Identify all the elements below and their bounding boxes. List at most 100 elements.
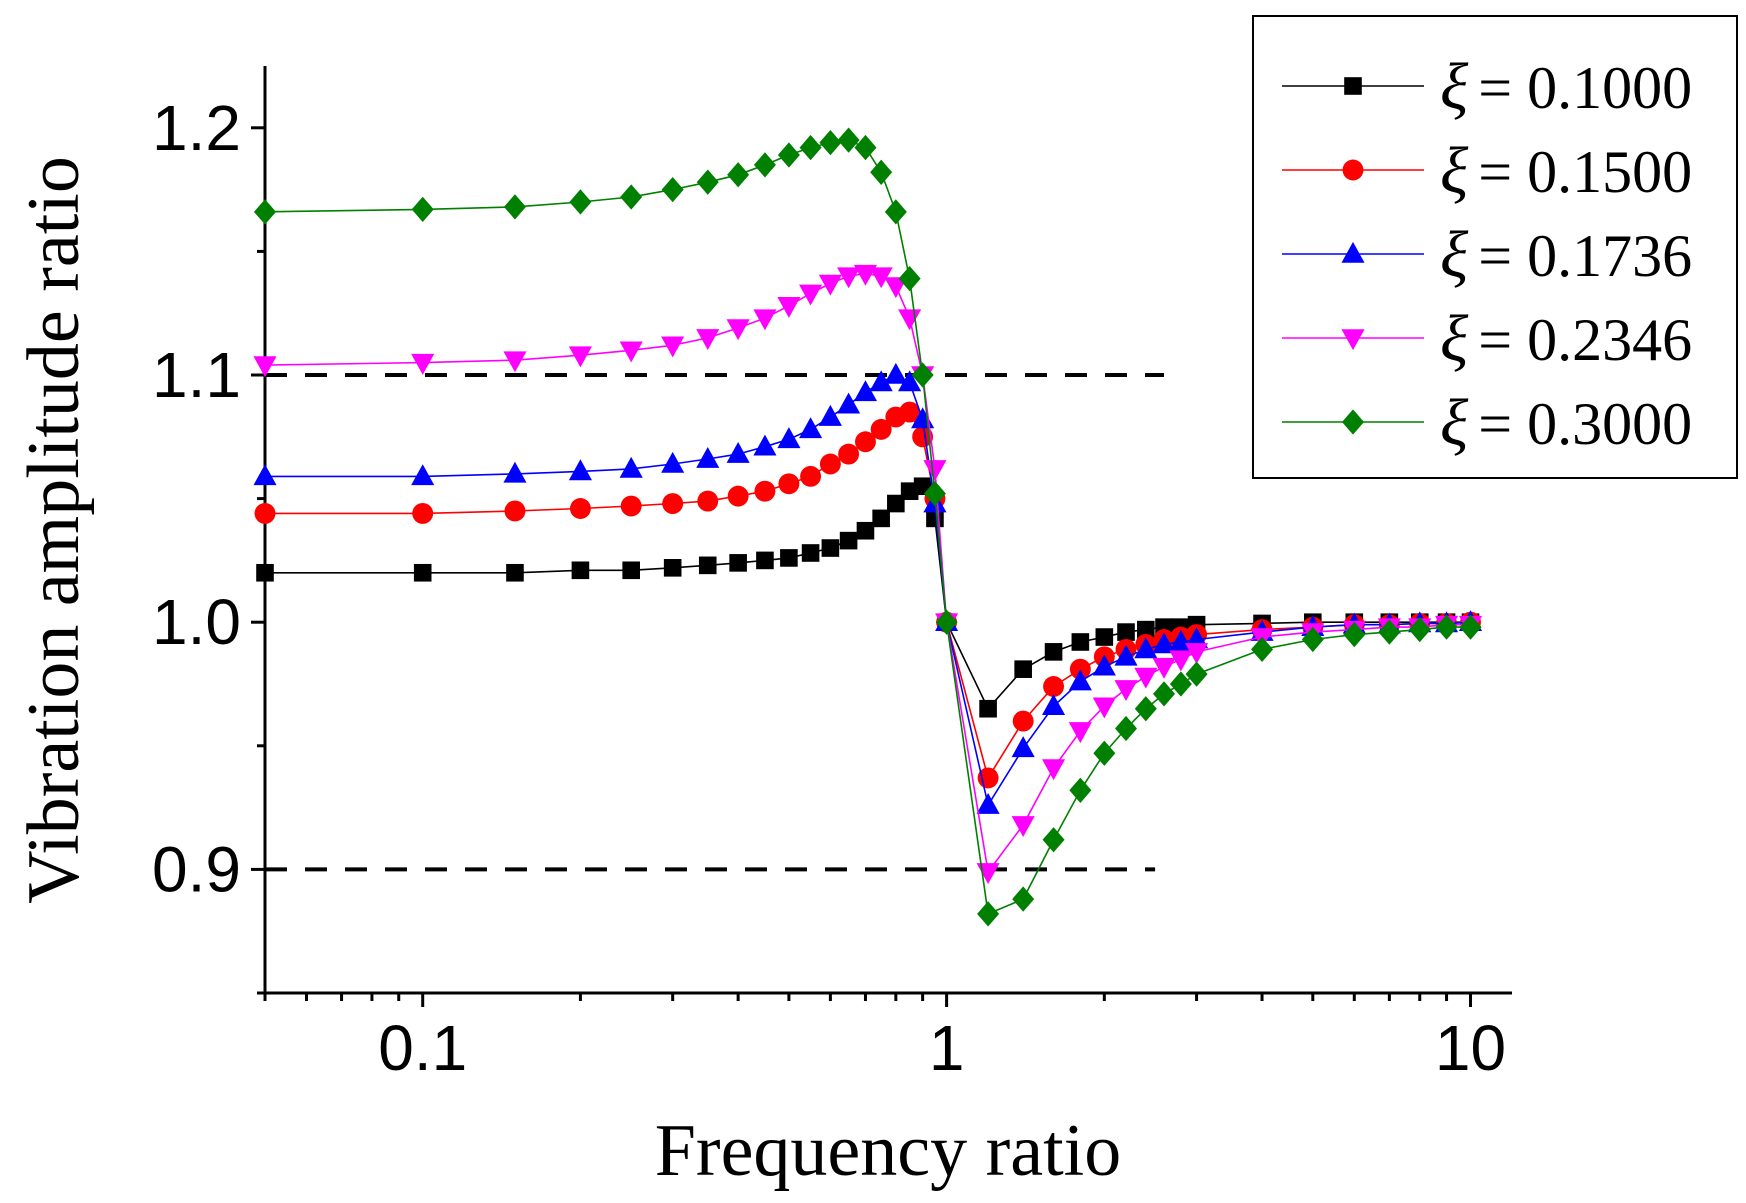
- data-point: [887, 494, 905, 513]
- legend-entry: ξ = 0.1500: [1282, 134, 1692, 207]
- data-point: [256, 563, 274, 582]
- legend-value: = 0.1736: [1478, 223, 1692, 289]
- data-point: [568, 459, 592, 481]
- data-point: [506, 563, 524, 582]
- data-point: [1042, 759, 1066, 781]
- data-point: [696, 169, 719, 195]
- legend-label: ξ = 0.1000: [1440, 50, 1692, 123]
- legend-symbol: ξ: [1440, 134, 1469, 207]
- data-point: [569, 498, 591, 519]
- data-point: [571, 561, 590, 580]
- data-point: [1043, 676, 1065, 697]
- data-point: [856, 521, 875, 540]
- data-point: [837, 267, 861, 289]
- data-point: [1169, 650, 1193, 672]
- data-point: [620, 495, 642, 517]
- data-point: [777, 142, 800, 168]
- data-point: [727, 162, 750, 188]
- data-point: [884, 277, 908, 299]
- legend-entry: ξ = 0.3000: [1282, 386, 1692, 459]
- data-point: [726, 319, 750, 341]
- series-line: [265, 485, 1471, 711]
- data-point: [853, 380, 878, 402]
- data-point: [799, 284, 823, 306]
- data-point: [1042, 827, 1065, 853]
- data-point: [1251, 636, 1274, 663]
- data-point: [696, 329, 720, 351]
- data-point: [1068, 669, 1092, 691]
- data-point: [1071, 633, 1090, 651]
- reference-lines: [265, 373, 1165, 872]
- data-point: [753, 152, 776, 178]
- data-point: [727, 485, 749, 507]
- data-point: [869, 370, 893, 392]
- data-point: [1069, 777, 1092, 803]
- data-point: [838, 443, 860, 465]
- data-point: [1042, 694, 1066, 716]
- data-point: [911, 362, 934, 388]
- data-point: [837, 392, 861, 414]
- data-point: [1069, 658, 1091, 680]
- data-point: [884, 199, 907, 225]
- data-point: [935, 609, 958, 635]
- data-point: [503, 194, 526, 220]
- data-point: [1134, 696, 1157, 722]
- data-point: [1011, 736, 1035, 758]
- data-point: [1137, 620, 1155, 639]
- legend-label: ξ = 0.1736: [1440, 218, 1692, 291]
- data-point: [697, 490, 719, 512]
- data-point: [1185, 643, 1209, 664]
- data-point: [923, 481, 946, 507]
- data-point: [1012, 886, 1035, 912]
- data-point: [661, 451, 685, 473]
- axis-tick-labels: 0.9 1.0 1.1 1.2 0.1 1 10: [152, 92, 1506, 1084]
- data-point: [753, 434, 777, 456]
- data-point: [698, 556, 717, 575]
- series-4: [253, 264, 1483, 884]
- data-point: [778, 473, 800, 495]
- data-point: [663, 559, 682, 577]
- data-point: [1341, 241, 1365, 263]
- data-point: [1012, 710, 1034, 732]
- data-point: [569, 189, 592, 215]
- legend-symbol: ξ: [1440, 218, 1469, 291]
- legend-value: = 0.3000: [1478, 391, 1692, 457]
- data-point: [1343, 621, 1366, 648]
- y-tick-label: 1.2: [152, 92, 241, 164]
- data-point: [870, 418, 892, 440]
- data-point: [756, 551, 774, 570]
- data-point: [818, 404, 842, 426]
- data-point: [619, 341, 643, 363]
- data-point: [411, 464, 435, 486]
- series-group: [253, 127, 1483, 927]
- data-point: [1153, 681, 1176, 707]
- legend-symbol: ξ: [1440, 386, 1469, 459]
- data-point: [253, 356, 277, 378]
- data-point: [1134, 667, 1158, 689]
- data-point: [253, 464, 277, 486]
- y-axis-title: Vibration amplitude ratio: [13, 156, 95, 904]
- data-point: [254, 502, 276, 524]
- data-point: [1435, 614, 1458, 640]
- data-point: [898, 309, 922, 331]
- data-point: [503, 461, 527, 483]
- data-point: [1378, 619, 1401, 645]
- data-point: [504, 500, 526, 522]
- data-point: [662, 493, 684, 514]
- data-point: [1134, 637, 1158, 659]
- legend-label: ξ = 0.1500: [1440, 134, 1692, 207]
- data-point: [976, 793, 1000, 814]
- data-point: [1014, 660, 1032, 678]
- data-point: [726, 442, 750, 463]
- data-point: [1342, 159, 1364, 181]
- data-point: [869, 267, 893, 289]
- series-5: [254, 127, 1482, 927]
- data-point: [777, 427, 801, 449]
- legend-entry: ξ = 0.1736: [1282, 218, 1692, 291]
- data-point: [899, 401, 921, 423]
- plot-area: 0.9 1.0 1.1 1.2 0.1 1 10: [152, 66, 1512, 1084]
- data-point: [411, 196, 434, 223]
- legend-box: [1252, 15, 1738, 479]
- data-point: [1341, 329, 1365, 351]
